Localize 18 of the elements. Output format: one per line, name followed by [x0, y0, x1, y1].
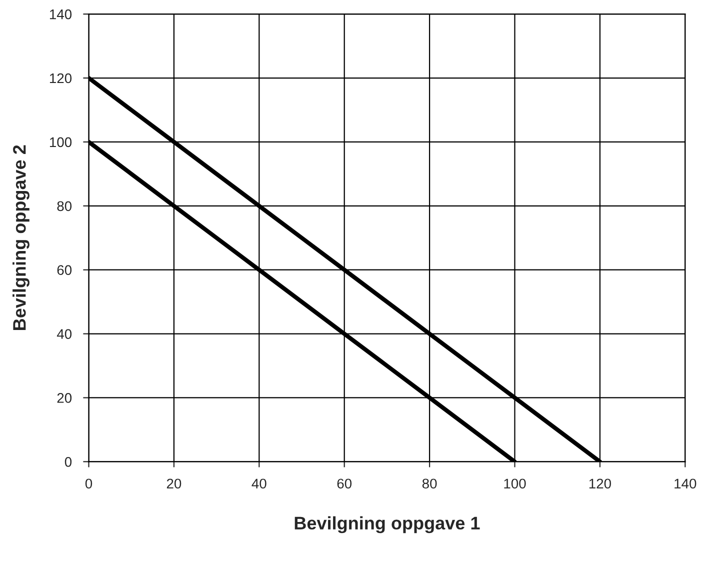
x-tick-label: 0: [85, 478, 92, 489]
y-tick-label: 120: [50, 73, 72, 84]
x-tick-label: 20: [166, 478, 182, 489]
y-tick-label: 140: [50, 9, 72, 20]
x-tick-label: 80: [422, 478, 437, 489]
y-tick-label: 80: [57, 201, 72, 212]
x-tick-label: 140: [674, 478, 696, 489]
x-axis-title: Bevilgning oppgave 1: [294, 516, 480, 534]
x-tick-label: 40: [252, 478, 266, 489]
y-tick-label: 60: [57, 265, 72, 276]
x-tick-label: 120: [589, 478, 611, 489]
y-tick-label: 100: [50, 137, 72, 148]
y-tick-label: 0: [64, 456, 72, 467]
y-axis-title: Bevilgning oppgave 2: [12, 145, 30, 330]
y-tick-label: 20: [57, 393, 72, 403]
x-tick-label: 60: [337, 478, 352, 489]
x-tick-label: 100: [504, 478, 526, 489]
y-tick-label: 40: [56, 329, 72, 339]
